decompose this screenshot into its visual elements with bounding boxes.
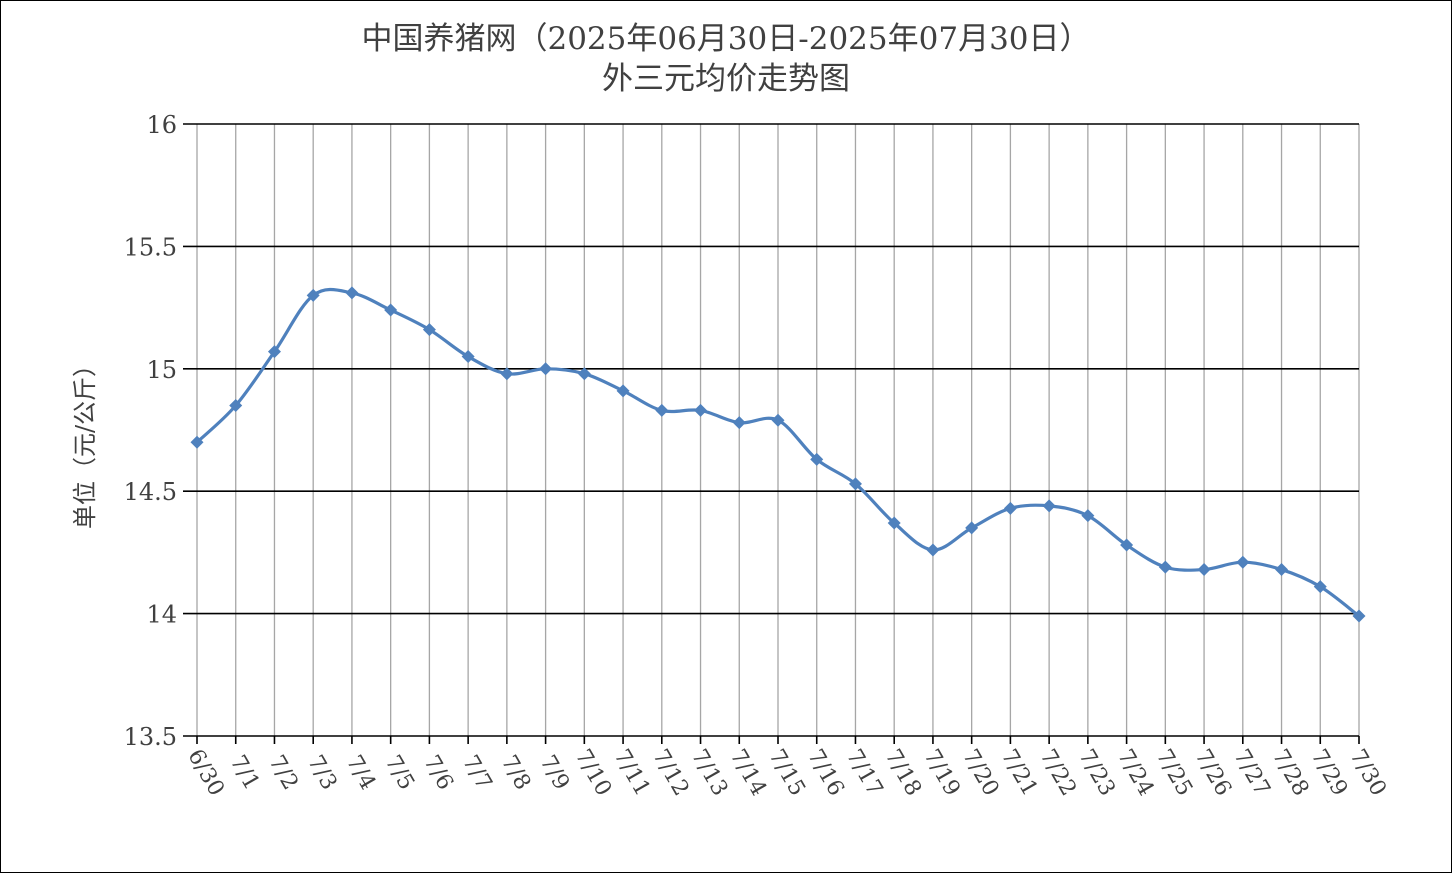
data-point-marker — [655, 403, 669, 417]
data-point-marker — [1197, 563, 1211, 577]
x-tick-label: 7/2 — [263, 751, 302, 794]
x-tick-label: 7/18 — [880, 745, 926, 800]
x-tick-label: 7/11 — [609, 745, 655, 800]
data-point-marker — [965, 521, 979, 535]
data-point-marker — [926, 543, 940, 557]
data-point-marker — [1236, 555, 1250, 569]
x-tick-label: 7/20 — [957, 745, 1003, 800]
x-tick-label: 7/4 — [341, 751, 380, 794]
x-tick-label: 7/6 — [418, 751, 457, 794]
x-tick-label: 7/5 — [380, 751, 419, 794]
data-point-marker — [694, 403, 708, 417]
data-point-marker — [1275, 563, 1289, 577]
data-point-marker — [616, 384, 630, 398]
x-tick-label: 7/19 — [918, 745, 964, 800]
axis-layer — [183, 735, 1360, 744]
y-tick-label: 15.5 — [124, 233, 177, 261]
data-point-marker — [306, 288, 320, 302]
y-tick-label: 14 — [146, 601, 177, 629]
x-tick-label: 7/15 — [763, 745, 809, 800]
data-point-marker — [1352, 609, 1366, 623]
y-tick-label: 13.5 — [124, 723, 177, 751]
x-tick-label: 7/12 — [647, 745, 693, 800]
grid-layer — [183, 123, 1360, 736]
x-tick-label: 7/30 — [1344, 745, 1390, 800]
data-point-marker — [887, 516, 901, 530]
x-tick-label: 7/1 — [225, 751, 264, 794]
x-tick-label: 7/28 — [1267, 745, 1313, 800]
data-point-marker — [848, 477, 862, 491]
data-point-marker — [1313, 580, 1327, 594]
x-tick-label: 7/27 — [1228, 745, 1274, 800]
x-tick-label: 7/17 — [841, 745, 887, 800]
x-tick-label: 7/7 — [457, 751, 496, 794]
x-tick-label: 7/21 — [996, 745, 1042, 800]
data-point-marker — [384, 303, 398, 317]
data-point-marker — [345, 286, 359, 300]
x-tick-label: 7/26 — [1190, 745, 1236, 800]
y-tick-label: 15 — [146, 356, 177, 384]
data-point-marker — [1042, 499, 1056, 513]
x-tick-label: 7/22 — [1035, 745, 1081, 800]
x-tick-label: 7/25 — [1151, 745, 1197, 800]
x-tick-label: 7/16 — [802, 745, 848, 800]
x-tick-label: 7/23 — [1073, 745, 1119, 800]
x-tick-labels: 6/307/1 7/2 7/3 7/4 7/5 7/6 7/7 7/8 7/97/107/117… — [182, 745, 1390, 800]
data-point-marker — [810, 452, 824, 466]
y-tick-labels: 13.5 14 14.5 15 15.5 16 — [124, 111, 177, 751]
x-tick-label: 7/10 — [570, 745, 616, 800]
y-tick-label: 14.5 — [124, 478, 177, 506]
x-tick-label: 7/9 — [535, 751, 574, 794]
chart-subtitle: 外三元均价走势图 — [602, 61, 850, 97]
data-point-marker — [1003, 501, 1017, 515]
data-point-marker — [500, 367, 514, 381]
data-point-marker — [1158, 560, 1172, 574]
y-tick-label: 16 — [146, 111, 177, 139]
x-tick-label: 7/3 — [302, 751, 341, 794]
data-point-marker — [190, 435, 204, 449]
x-tick-label: 7/8 — [496, 751, 535, 794]
data-point-marker — [539, 362, 553, 376]
y-axis-label: 单位（元/公斤） — [71, 353, 99, 529]
data-point-marker — [267, 345, 281, 359]
series-layer — [190, 286, 1366, 623]
data-point-marker — [422, 323, 436, 337]
data-point-marker — [461, 350, 475, 364]
chart-title: 中国养猪网（2025年06月30日-2025年07月30日） — [361, 21, 1090, 57]
data-point-marker — [577, 367, 591, 381]
x-tick-label: 7/24 — [1112, 745, 1158, 800]
data-point-marker — [1081, 509, 1095, 523]
data-point-marker — [771, 413, 785, 427]
data-point-marker — [229, 399, 243, 413]
x-tick-label: 7/13 — [686, 745, 732, 800]
data-point-marker — [732, 416, 746, 430]
data-point-marker — [1120, 538, 1134, 552]
x-tick-label: 7/29 — [1306, 745, 1352, 800]
x-tick-label: 6/30 — [182, 745, 228, 800]
x-tick-label: 7/14 — [725, 745, 771, 800]
